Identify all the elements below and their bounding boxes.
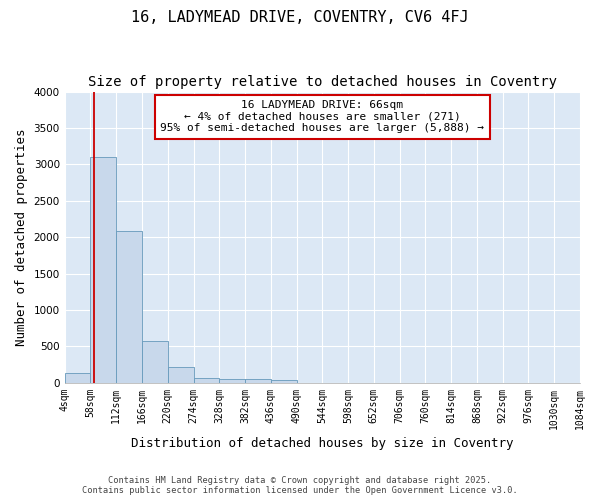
Bar	[91, 157, 116, 382]
Bar	[245, 379, 271, 382]
Bar	[193, 378, 219, 382]
Title: Size of property relative to detached houses in Coventry: Size of property relative to detached ho…	[88, 75, 557, 89]
Text: 16 LADYMEAD DRIVE: 66sqm
← 4% of detached houses are smaller (271)
95% of semi-d: 16 LADYMEAD DRIVE: 66sqm ← 4% of detache…	[160, 100, 484, 134]
X-axis label: Distribution of detached houses by size in Coventry: Distribution of detached houses by size …	[131, 437, 514, 450]
Text: 16, LADYMEAD DRIVE, COVENTRY, CV6 4FJ: 16, LADYMEAD DRIVE, COVENTRY, CV6 4FJ	[131, 10, 469, 25]
Bar	[271, 380, 296, 382]
Bar	[116, 230, 142, 382]
Y-axis label: Number of detached properties: Number of detached properties	[15, 128, 28, 346]
Text: Contains HM Land Registry data © Crown copyright and database right 2025.
Contai: Contains HM Land Registry data © Crown c…	[82, 476, 518, 495]
Bar	[219, 379, 245, 382]
Bar	[65, 373, 91, 382]
Bar	[142, 341, 168, 382]
Bar	[168, 368, 193, 382]
